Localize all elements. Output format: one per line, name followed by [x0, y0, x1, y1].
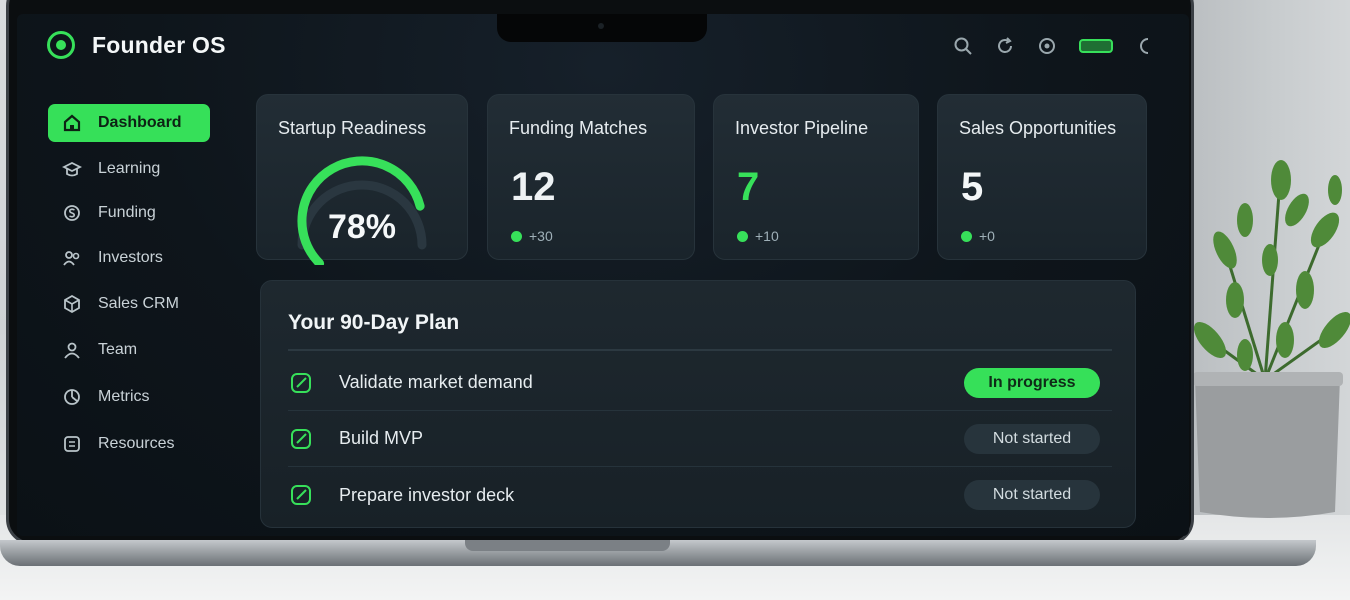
sidebar-item-label: Dashboard — [98, 114, 182, 131]
top-bar: Founder OS — [17, 14, 1189, 76]
plan-row-label: Validate market demand — [339, 372, 533, 392]
refresh-icon[interactable] — [995, 36, 1015, 56]
sidebar-item-metrics[interactable]: Metrics — [48, 378, 210, 416]
status-badge[interactable]: Not started — [964, 423, 1100, 454]
checkbox-icon[interactable] — [290, 484, 312, 506]
status-dot — [511, 230, 522, 242]
investor-pipeline-value: 7 — [737, 165, 760, 209]
plan-row-label: Prepare investor deck — [339, 484, 515, 505]
status-badge[interactable]: Not started — [964, 480, 1100, 510]
laptop-base-groove — [465, 540, 670, 551]
sidebar-item-resources[interactable]: Resources — [48, 425, 210, 463]
resources-icon — [64, 436, 80, 452]
card-investor-pipeline[interactable]: Investor Pipeline 7 +10 — [713, 94, 919, 260]
settings-icon[interactable] — [1037, 36, 1057, 56]
investors-icon — [63, 251, 80, 266]
sidebar-item-team[interactable]: Team — [48, 331, 210, 369]
sidebar: Dashboard Learning Funding Investors Sal… — [17, 76, 235, 536]
app-title: Founder OS — [92, 32, 226, 58]
checkbox-icon[interactable] — [290, 428, 312, 450]
funding-matches-value: 12 — [511, 165, 556, 209]
crm-icon — [64, 294, 80, 314]
investor-pipeline-change-text: +10 — [755, 228, 779, 244]
status-dot — [961, 230, 972, 242]
logo-icon — [47, 31, 75, 59]
plan-panel: Your 90-Day Plan Validate market demand … — [260, 280, 1136, 528]
moon-icon[interactable] — [1135, 36, 1155, 56]
card-title: Startup Readiness — [278, 118, 427, 138]
status-dot — [737, 230, 748, 242]
card-title: Funding Matches — [509, 118, 648, 138]
team-icon — [64, 342, 80, 359]
card-sales-opportunities[interactable]: Sales Opportunities 5 +0 — [937, 94, 1147, 260]
funding-icon — [64, 205, 80, 221]
potted-plant — [1193, 160, 1350, 518]
topbar-icons — [953, 36, 1155, 56]
sales-opportunities-value: 5 — [961, 165, 984, 209]
readiness-gauge — [297, 156, 427, 265]
investor-pipeline-change: +10 — [737, 228, 779, 244]
checkbox-icon[interactable] — [290, 372, 312, 394]
card-funding-matches[interactable]: Funding Matches 12 +30 — [487, 94, 695, 260]
funding-matches-change-text: +30 — [529, 228, 553, 244]
sidebar-item-funding[interactable]: Funding — [48, 194, 210, 232]
sidebar-item-label: Learning — [98, 160, 161, 177]
status-badge[interactable]: In progress — [964, 367, 1100, 398]
sidebar-item-dashboard[interactable]: Dashboard — [48, 104, 210, 142]
card-title: Investor Pipeline — [735, 118, 869, 138]
sales-opportunities-change-text: +0 — [979, 228, 995, 244]
sidebar-item-label: Team — [98, 341, 138, 358]
card-title: Sales Opportunities — [959, 118, 1117, 138]
battery-icon — [1079, 39, 1113, 53]
laptop-screen: Founder OS Dashboard Learning — [17, 14, 1189, 536]
funding-matches-change: +30 — [511, 228, 553, 244]
learning-icon — [62, 161, 82, 177]
divider — [288, 349, 1112, 351]
sidebar-item-label: Metrics — [98, 388, 150, 405]
sidebar-item-label: Investors — [98, 249, 163, 266]
sidebar-item-sales-crm[interactable]: Sales CRM — [48, 285, 210, 323]
search-icon[interactable] — [953, 36, 973, 56]
sidebar-item-label: Funding — [98, 204, 156, 221]
readiness-value: 78% — [327, 208, 397, 246]
sidebar-item-investors[interactable]: Investors — [48, 239, 210, 277]
plan-row-label: Build MVP — [339, 428, 424, 448]
sidebar-item-label: Sales CRM — [98, 295, 179, 312]
metrics-icon — [64, 389, 80, 405]
sidebar-item-learning[interactable]: Learning — [48, 150, 210, 188]
plan-title: Your 90-Day Plan — [288, 311, 460, 334]
sales-opportunities-change: +0 — [961, 228, 995, 244]
camera-notch — [497, 14, 707, 42]
sidebar-item-label: Resources — [98, 435, 175, 452]
plan-row[interactable]: Validate market demand In progress — [288, 355, 1112, 411]
card-startup-readiness[interactable]: Startup Readiness 78% — [256, 94, 468, 265]
plan-row[interactable]: Build MVP Not started — [288, 411, 1112, 467]
plan-row[interactable]: Prepare investor deck Not started — [288, 467, 1112, 523]
home-icon — [63, 114, 81, 132]
